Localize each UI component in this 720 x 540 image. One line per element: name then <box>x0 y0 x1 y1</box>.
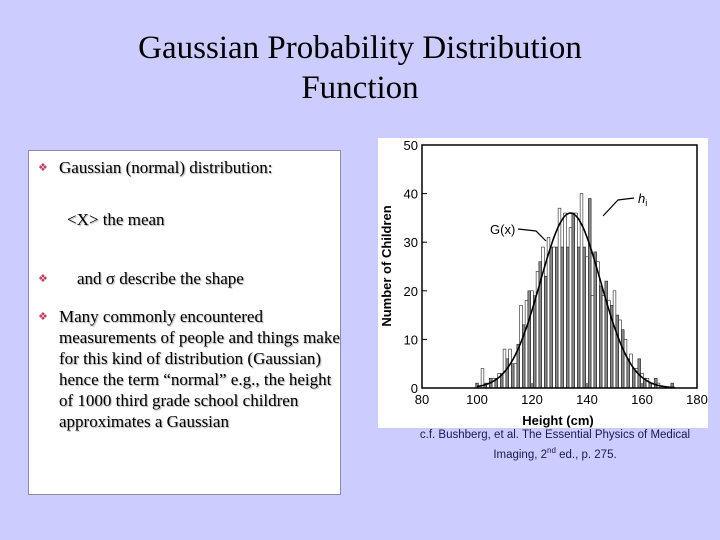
bullet-gaussian: Gaussian (normal) distribution: <box>59 158 273 177</box>
histogram-bar <box>568 227 573 389</box>
histogram-bar <box>566 246 570 389</box>
histogram-label-arrow <box>602 197 635 217</box>
histogram-bar <box>612 290 617 389</box>
histogram-bar <box>618 319 622 389</box>
bullet-measurements: Many commonly encountered measurements o… <box>59 307 340 431</box>
histogram-bar <box>502 348 507 389</box>
histogram-bar <box>555 246 559 389</box>
histogram-bar <box>560 246 564 389</box>
histogram-bar <box>623 339 628 389</box>
histogram-bar <box>571 212 575 389</box>
caption-line-2: Imaging, 2nd ed., p. 275. <box>493 446 617 461</box>
histogram-bar <box>632 368 636 389</box>
histogram-bar <box>621 329 625 389</box>
x-tick-label: 120 <box>521 392 543 407</box>
gaussian-fit-curve <box>476 212 676 389</box>
diamond-bullet-icon: ❖ <box>38 162 48 174</box>
histogram-bar <box>524 300 529 389</box>
histogram-figure: Number of Children Height (cm) G(x) hi 8… <box>378 138 708 428</box>
histogram-chart: Number of Children Height (cm) G(x) hi 8… <box>379 138 708 428</box>
histogram-bar <box>511 363 515 389</box>
y-tick-label: 30 <box>404 235 418 250</box>
histogram-bar <box>574 212 578 389</box>
slide-title: Gaussian Probability Distribution Functi… <box>0 28 720 108</box>
fit-label-arrow <box>517 228 547 242</box>
histogram-bar <box>599 285 603 389</box>
histogram-label: hi <box>638 191 647 208</box>
histogram-bar <box>577 246 581 389</box>
x-axis-label: Height (cm) <box>522 413 594 428</box>
histogram-bar <box>585 256 589 389</box>
histogram-bar <box>533 295 537 389</box>
bullet-sigma: and σ describe the shape <box>77 269 244 288</box>
histogram-bar <box>527 290 531 389</box>
citation-caption: c.f. Bushberg, et al. The Essential Phys… <box>400 428 710 463</box>
histogram-bar <box>590 295 595 389</box>
y-tick-label: 50 <box>404 138 418 153</box>
histogram-bar <box>601 295 606 389</box>
diamond-bullet-icon: ❖ <box>38 273 48 285</box>
histogram-bar <box>593 251 597 389</box>
x-tick-label: 140 <box>576 392 598 407</box>
title-line-1: Gaussian Probability Distribution <box>138 30 582 66</box>
x-tick-label: 160 <box>631 392 653 407</box>
caption-line-1: c.f. Bushberg, et al. The Essential Phys… <box>419 429 691 441</box>
histogram-bar <box>582 246 586 389</box>
histogram-bar <box>546 237 551 389</box>
histogram-bar <box>557 207 562 389</box>
histogram-bar <box>596 261 600 389</box>
y-tick-label: 0 <box>411 381 418 396</box>
mean-line: <X> the mean <box>67 210 165 229</box>
diamond-bullet-icon: ❖ <box>38 311 48 323</box>
histogram-bar <box>626 358 630 389</box>
histogram-bar <box>508 348 512 389</box>
histogram-bar <box>505 358 509 389</box>
histogram-bar <box>629 353 633 389</box>
histogram-bar <box>552 246 556 389</box>
y-tick-label: 10 <box>404 332 418 347</box>
plot-frame <box>421 144 698 389</box>
x-tick-label: 80 <box>415 392 429 407</box>
x-tick-label: 100 <box>466 392 488 407</box>
histogram-bar <box>513 363 518 389</box>
histogram-bar <box>544 275 548 389</box>
bullet-text-box: ❖ Gaussian (normal) distribution: <X> th… <box>28 150 341 495</box>
histogram-bar <box>563 212 567 389</box>
histogram-bar <box>519 305 523 389</box>
histogram-bar <box>588 198 592 389</box>
y-tick-label: 40 <box>404 187 418 202</box>
y-axis-label: Number of Children <box>379 205 394 326</box>
fit-label: G(x) <box>490 222 515 237</box>
y-tick-label: 20 <box>404 284 418 299</box>
x-tick-label: 180 <box>686 392 708 407</box>
histogram-bar <box>654 377 658 389</box>
histogram-bar <box>615 314 619 389</box>
title-line-2: Function <box>301 70 419 106</box>
histogram-bar <box>549 246 553 389</box>
